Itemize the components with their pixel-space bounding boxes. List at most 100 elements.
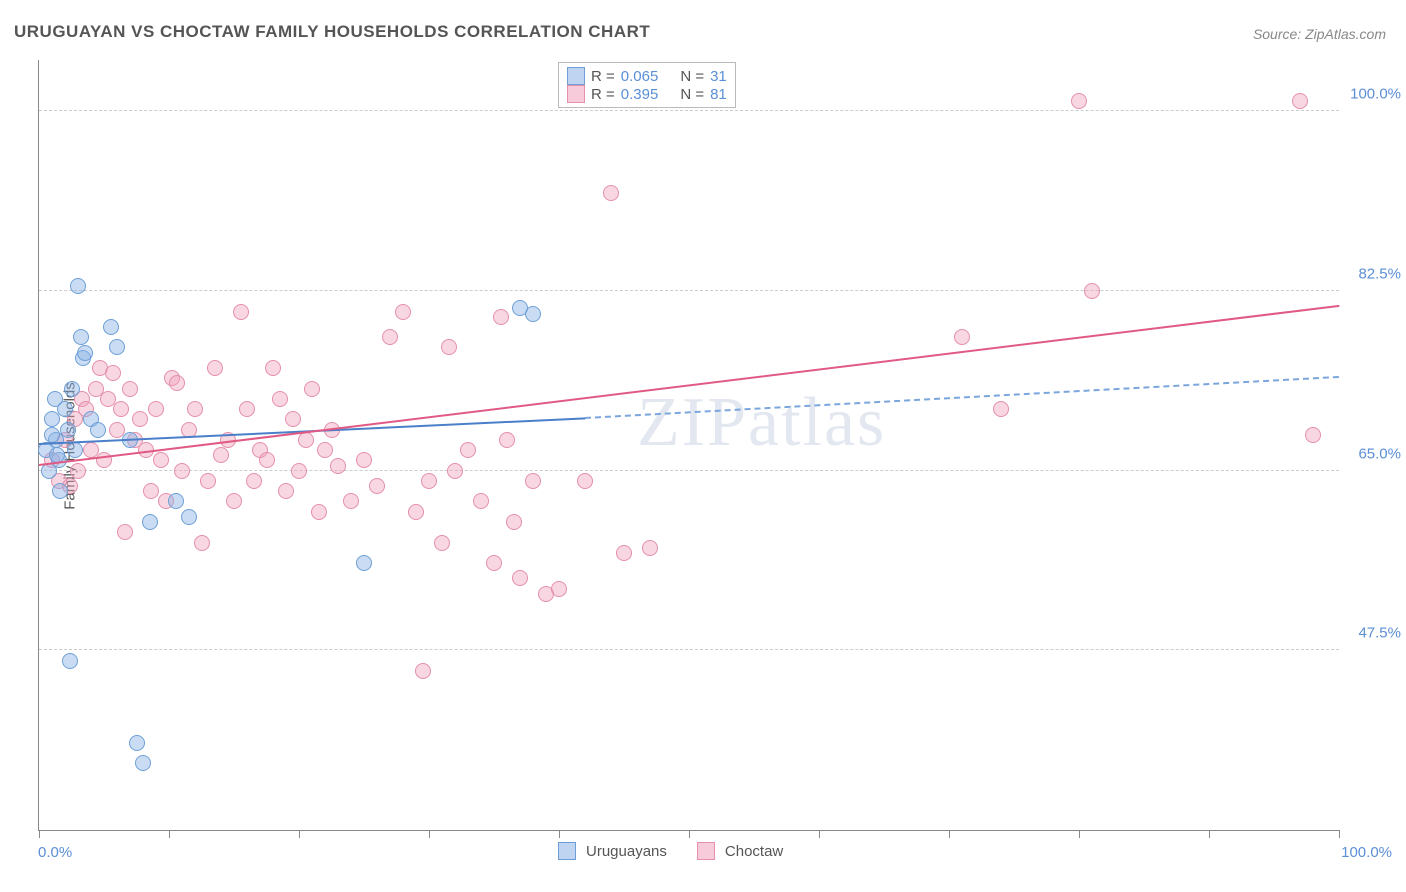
point-choctaw [259, 452, 275, 468]
point-choctaw [226, 493, 242, 509]
x-tick [689, 830, 690, 838]
point-choctaw [506, 514, 522, 530]
legend-swatch [558, 842, 576, 860]
point-uruguayans [181, 509, 197, 525]
point-uruguayans [62, 653, 78, 669]
point-choctaw [200, 473, 216, 489]
r-label: R = [591, 68, 615, 85]
gridline [39, 290, 1339, 291]
point-choctaw [298, 432, 314, 448]
point-uruguayans [73, 329, 89, 345]
point-choctaw [460, 442, 476, 458]
point-choctaw [105, 365, 121, 381]
point-choctaw [642, 540, 658, 556]
n-value: 81 [710, 86, 727, 103]
point-choctaw [1071, 93, 1087, 109]
x-min-label: 0.0% [38, 844, 72, 861]
legend-swatch [567, 85, 585, 103]
point-choctaw [148, 401, 164, 417]
x-tick [1079, 830, 1080, 838]
point-uruguayans [44, 427, 60, 443]
point-uruguayans [57, 401, 73, 417]
source-label: Source: ZipAtlas.com [1253, 26, 1386, 42]
x-max-label: 100.0% [1341, 844, 1392, 861]
point-choctaw [954, 329, 970, 345]
point-uruguayans [109, 339, 125, 355]
point-choctaw [499, 432, 515, 448]
point-choctaw [169, 375, 185, 391]
y-tick-label: 65.0% [1358, 445, 1401, 462]
x-tick [429, 830, 430, 838]
r-value: 0.395 [621, 86, 659, 103]
point-uruguayans [142, 514, 158, 530]
point-choctaw [117, 524, 133, 540]
point-choctaw [272, 391, 288, 407]
x-tick [39, 830, 40, 838]
point-choctaw [1305, 427, 1321, 443]
point-choctaw [343, 493, 359, 509]
n-value: 31 [710, 68, 727, 85]
point-choctaw [395, 304, 411, 320]
point-choctaw [369, 478, 385, 494]
x-tick [559, 830, 560, 838]
point-choctaw [278, 483, 294, 499]
point-choctaw [512, 570, 528, 586]
plot-area: ZIPatlas 47.5%65.0%82.5%100.0% [38, 60, 1339, 831]
point-uruguayans [90, 422, 106, 438]
legend-stats: R =0.065N =31R =0.395N =81 [558, 62, 736, 108]
point-choctaw [434, 535, 450, 551]
point-choctaw [382, 329, 398, 345]
legend-stats-row: R =0.065N =31 [567, 67, 727, 85]
point-uruguayans [356, 555, 372, 571]
point-choctaw [356, 452, 372, 468]
chart-title: URUGUAYAN VS CHOCTAW FAMILY HOUSEHOLDS C… [14, 22, 650, 42]
point-choctaw [1292, 93, 1308, 109]
point-choctaw [447, 463, 463, 479]
gridline [39, 470, 1339, 471]
point-choctaw [246, 473, 262, 489]
point-choctaw [174, 463, 190, 479]
point-choctaw [415, 663, 431, 679]
point-choctaw [187, 401, 203, 417]
point-uruguayans [70, 278, 86, 294]
chart-container: URUGUAYAN VS CHOCTAW FAMILY HOUSEHOLDS C… [0, 0, 1406, 892]
point-uruguayans [60, 422, 76, 438]
point-choctaw [493, 309, 509, 325]
point-choctaw [207, 360, 223, 376]
point-choctaw [486, 555, 502, 571]
point-choctaw [239, 401, 255, 417]
point-choctaw [194, 535, 210, 551]
y-tick-label: 100.0% [1350, 86, 1401, 103]
point-choctaw [233, 304, 249, 320]
point-choctaw [441, 339, 457, 355]
x-tick [949, 830, 950, 838]
y-tick-label: 47.5% [1358, 625, 1401, 642]
r-label: R = [591, 86, 615, 103]
point-uruguayans [168, 493, 184, 509]
point-choctaw [311, 504, 327, 520]
point-choctaw [213, 447, 229, 463]
point-choctaw [304, 381, 320, 397]
point-choctaw [330, 458, 346, 474]
point-choctaw [113, 401, 129, 417]
gridline [39, 110, 1339, 111]
point-uruguayans [64, 381, 80, 397]
point-choctaw [408, 504, 424, 520]
point-choctaw [70, 463, 86, 479]
trendline-choctaw [39, 304, 1339, 465]
point-choctaw [122, 381, 138, 397]
point-uruguayans [135, 755, 151, 771]
x-tick [299, 830, 300, 838]
point-choctaw [577, 473, 593, 489]
point-choctaw [153, 452, 169, 468]
point-choctaw [616, 545, 632, 561]
point-choctaw [525, 473, 541, 489]
legend-series: UruguayansChoctaw [558, 842, 803, 860]
point-uruguayans [103, 319, 119, 335]
y-tick-label: 82.5% [1358, 266, 1401, 283]
point-choctaw [473, 493, 489, 509]
point-choctaw [291, 463, 307, 479]
n-label: N = [680, 68, 704, 85]
legend-stats-row: R =0.395N =81 [567, 85, 727, 103]
legend-swatch [567, 67, 585, 85]
